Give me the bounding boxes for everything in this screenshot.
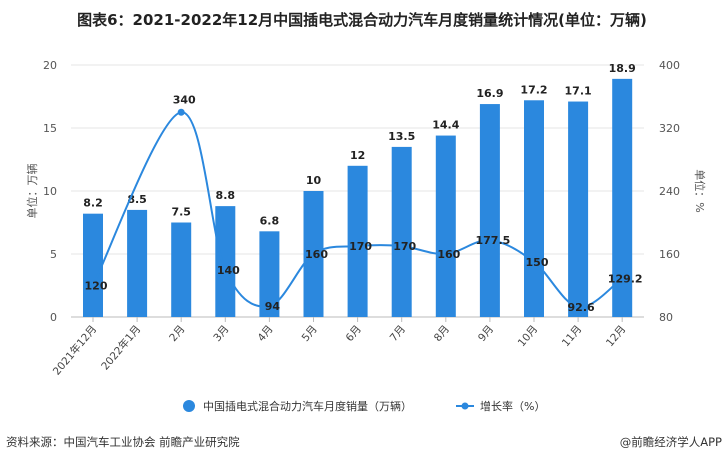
bar-data-label: 18.9	[609, 62, 636, 75]
line-data-label: 170	[393, 240, 416, 253]
growth-point	[530, 258, 538, 266]
chart-title: 图表6：2021-2022年12月中国插电式混合动力汽车月度销量统计情况(单位：…	[77, 11, 647, 29]
growth-point	[486, 236, 494, 244]
line-data-label: 94	[265, 300, 281, 313]
line-data-label: 150	[526, 256, 549, 269]
bar-data-label: 16.9	[476, 87, 503, 100]
bar-data-label: 13.5	[388, 130, 415, 143]
growth-point	[221, 266, 229, 274]
bar-data-label: 12	[350, 149, 365, 162]
bar	[524, 100, 544, 317]
legend-line-point	[461, 402, 469, 410]
left-tick-label: 0	[50, 311, 57, 324]
left-tick-label: 10	[43, 185, 57, 198]
line-data-label: 92.6	[568, 301, 595, 314]
line-data-label: 160	[437, 248, 460, 261]
bar-data-label: 6.8	[260, 214, 280, 227]
x-tick-label: 4月	[255, 323, 275, 344]
x-tick-label: 9月	[476, 323, 496, 344]
left-tick-label: 20	[43, 59, 57, 72]
growth-point	[265, 302, 273, 310]
bar	[347, 165, 368, 317]
line-data-label: 340	[173, 93, 196, 106]
bar	[259, 231, 280, 317]
source-note: 资料来源：中国汽车工业协会 前瞻产业研究院	[6, 435, 240, 449]
right-tick-label: 400	[659, 59, 680, 72]
line-data-label: 170	[349, 240, 372, 253]
x-tick-label: 6月	[344, 323, 364, 344]
growth-point	[618, 274, 626, 282]
bar-data-label: 8.8	[216, 189, 236, 202]
x-tick-label: 11月	[560, 323, 585, 349]
bar	[479, 104, 500, 317]
left-axis-label: 单位：万辆	[25, 164, 39, 219]
x-tick-label: 7月	[388, 323, 408, 344]
growth-point	[442, 250, 450, 258]
growth-point	[398, 242, 406, 250]
growth-point	[177, 108, 185, 116]
bar-data-label: 17.2	[520, 83, 547, 96]
bar	[83, 213, 103, 317]
credit: @前瞻经济学人APP	[619, 435, 722, 449]
bar-data-label: 7.5	[171, 206, 191, 219]
growth-point	[89, 282, 97, 289]
x-tick-label: 2月	[167, 323, 187, 344]
bar	[171, 222, 192, 317]
bar-data-label: 17.1	[565, 85, 592, 98]
x-tick-label: 10月	[516, 323, 541, 349]
legend-line-label: 增长率（%）	[480, 399, 545, 413]
legend-bar-marker	[183, 400, 195, 412]
right-tick-label: 240	[659, 185, 680, 198]
right-axis-label: 单位：%	[693, 169, 707, 212]
left-tick-label: 15	[43, 122, 57, 135]
x-tick-label: 2021年12月	[50, 323, 99, 378]
bar	[568, 101, 589, 317]
bar-data-label: 8.2	[83, 197, 103, 210]
line-data-label: 160	[305, 248, 328, 261]
x-tick-label: 12月	[604, 323, 629, 349]
growth-point	[310, 250, 317, 258]
left-tick-label: 5	[50, 248, 57, 261]
x-tick-label: 5月	[300, 323, 320, 344]
line-data-label: 140	[217, 264, 240, 277]
line-data-label: 129.2	[608, 272, 643, 285]
x-tick-label: 3月	[211, 323, 231, 344]
bar	[127, 209, 148, 317]
line-data-label: 120	[85, 280, 108, 293]
bar	[435, 135, 456, 317]
growth-point	[354, 242, 362, 250]
right-tick-label: 320	[659, 122, 680, 135]
x-tick-label: 8月	[432, 323, 452, 344]
bar-data-label: 10	[306, 174, 322, 187]
line-data-label: 177.5	[476, 234, 511, 247]
bar	[391, 146, 412, 317]
right-tick-label: 160	[659, 248, 680, 261]
right-tick-label: 80	[659, 311, 673, 324]
growth-point	[574, 303, 582, 311]
legend-bar-label: 中国插电式混合动力汽车月度销量（万辆）	[203, 399, 412, 413]
x-tick-label: 2022年1月	[98, 323, 143, 373]
bar-data-label: 14.4	[432, 119, 459, 132]
bar	[612, 78, 633, 317]
bar	[215, 206, 236, 317]
